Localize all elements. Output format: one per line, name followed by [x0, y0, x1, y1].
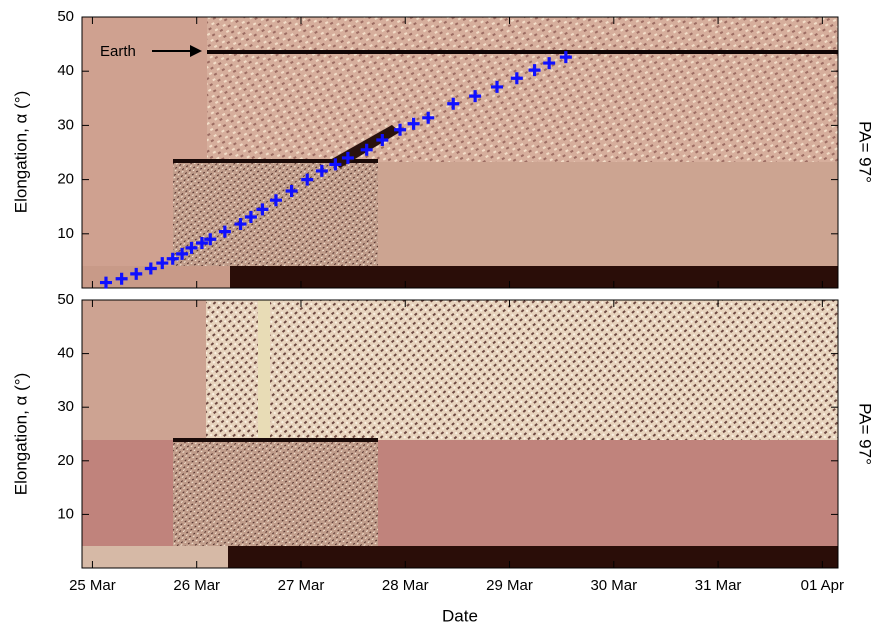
- jmap-bottom: [82, 300, 838, 568]
- cross-marker: [422, 111, 435, 124]
- cross-marker: [285, 184, 298, 197]
- cross-marker: [407, 117, 420, 130]
- x-tick-label: 31 Mar: [695, 577, 742, 594]
- cross-marker: [528, 64, 541, 77]
- cross-marker: [447, 97, 460, 110]
- y-tick-label: 50: [57, 8, 74, 25]
- y-axis-label: Elongation, α (°): [11, 91, 30, 213]
- x-axis-label: Date: [442, 606, 478, 625]
- y-tick-label: 30: [57, 116, 74, 133]
- cross-marker: [99, 276, 112, 289]
- cross-marker: [269, 194, 282, 207]
- annotation: Earth: [100, 43, 136, 60]
- cross-marker: [329, 158, 342, 171]
- x-tick-label: 29 Mar: [486, 577, 533, 594]
- x-tick-label: 25 Mar: [69, 577, 116, 594]
- cross-marker: [166, 252, 179, 265]
- cross-marker: [176, 247, 189, 260]
- cross-marker: [360, 143, 373, 156]
- cross-marker: [315, 164, 328, 177]
- cross-marker: [115, 272, 128, 285]
- cross-marker: [204, 233, 217, 246]
- cross-marker: [244, 210, 257, 223]
- cross-marker: [469, 90, 482, 103]
- cross-marker: [341, 151, 354, 164]
- x-tick-label: 26 Mar: [173, 577, 220, 594]
- y-tick-label: 40: [57, 62, 74, 79]
- y-axis-label: Elongation, α (°): [11, 373, 30, 495]
- cross-marker: [234, 218, 247, 231]
- x-tick-label: 30 Mar: [590, 577, 637, 594]
- side-label: PA= 97°: [856, 121, 875, 183]
- earth-arrowhead: [190, 45, 202, 57]
- y-tick-label: 10: [57, 505, 74, 522]
- cross-marker: [394, 123, 407, 136]
- side-label: PA= 97°: [856, 403, 875, 465]
- x-tick-label: 28 Mar: [382, 577, 429, 594]
- y-tick-label: 20: [57, 452, 74, 469]
- cross-marker: [185, 241, 198, 254]
- cross-marker: [543, 57, 556, 70]
- cross-marker: [256, 203, 269, 216]
- axes-frame: [81, 16, 839, 289]
- cross-marker: [218, 225, 231, 238]
- x-tick-label: 01 Apr: [801, 577, 844, 594]
- cross-marker: [559, 51, 572, 64]
- y-tick-label: 40: [57, 345, 74, 362]
- cross-marker: [195, 237, 208, 250]
- cross-marker: [491, 80, 504, 93]
- cross-marker: [156, 257, 169, 270]
- y-tick-label: 50: [57, 291, 74, 308]
- y-tick-label: 10: [57, 225, 74, 242]
- axes-frame: [81, 299, 839, 569]
- cross-marker: [510, 72, 523, 85]
- y-tick-label: 20: [57, 171, 74, 188]
- jmap-top: [82, 17, 838, 288]
- cross-marker: [301, 173, 314, 186]
- y-tick-label: 30: [57, 398, 74, 415]
- cross-marker: [144, 262, 157, 275]
- cross-marker: [130, 267, 143, 280]
- cross-marker: [376, 134, 389, 147]
- x-tick-label: 27 Mar: [278, 577, 325, 594]
